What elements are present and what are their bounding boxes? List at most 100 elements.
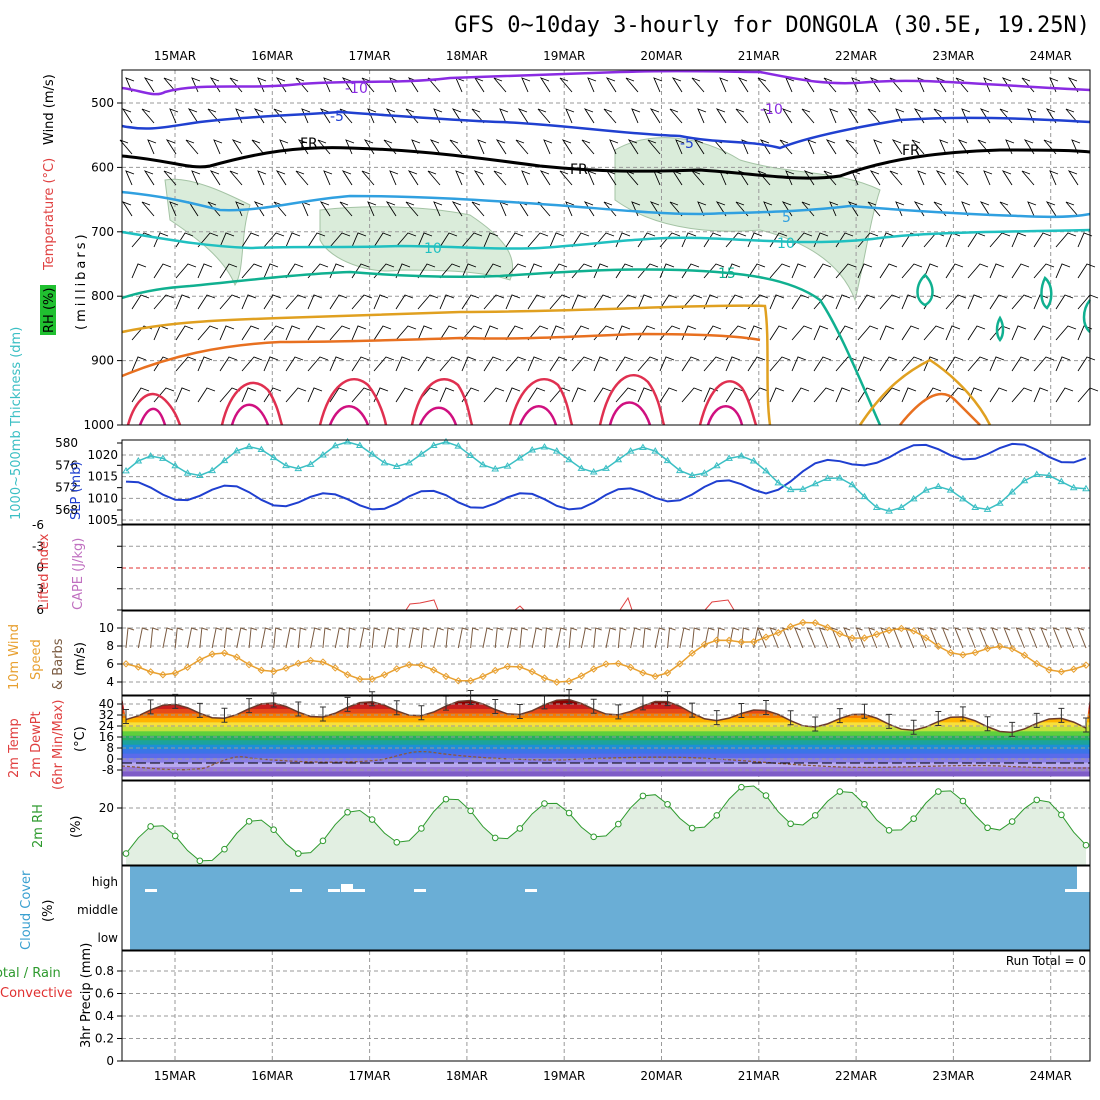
thickness-axis-label: 1000~500mb Thickness (dm) (9, 327, 24, 520)
thickness-marker (663, 456, 672, 464)
surface-wind-barb (334, 627, 346, 649)
wind-barb (653, 77, 663, 93)
surface-wind-barb (728, 627, 740, 649)
thickness-marker (749, 456, 758, 464)
wind-label-c: & Barbs (51, 638, 66, 690)
wind-barb (515, 139, 529, 155)
surface-wind-barb (818, 627, 829, 649)
temp-frame (121, 695, 1091, 781)
rh2m-marker (467, 807, 474, 815)
wind-barb (697, 108, 707, 124)
wind-barb (473, 77, 485, 93)
wind-speed-marker (479, 672, 487, 681)
thickness-marker (946, 486, 955, 493)
wind-barb (693, 139, 705, 155)
rh-label: RH (%) (42, 288, 57, 333)
wind-barb (659, 263, 675, 279)
thickness-marker (651, 447, 660, 454)
wind-speed-marker (909, 627, 918, 635)
thickness-marker (786, 485, 795, 493)
wind-barb (747, 387, 769, 403)
bottom-date-label: 19MAR (543, 1069, 585, 1083)
surface-wind-barb (457, 627, 469, 649)
wind-barb (631, 108, 641, 124)
wind-barb (483, 356, 502, 372)
surface-wind-barb (1003, 627, 1013, 649)
wind-barb (175, 387, 191, 403)
wind-barb (1021, 77, 1035, 93)
wind-label-b: Speed (29, 639, 44, 680)
rh2m-marker (122, 850, 130, 857)
contour-label-minus10-b: -10 (760, 102, 783, 118)
temperature-label: Temperature (°C) (42, 158, 57, 271)
thickness-marker (479, 460, 487, 468)
wind-barb (615, 263, 634, 279)
thickness-marker (774, 478, 783, 486)
dewpoint-line (121, 750, 1091, 771)
wind-barb (209, 170, 221, 186)
wind-barb (351, 232, 367, 248)
wind-barb (559, 170, 573, 186)
rh2m-marker (811, 812, 819, 819)
wind-speed-marker (368, 675, 376, 683)
wind-barb (675, 139, 685, 155)
wind-speed-marker (774, 629, 783, 637)
wind-barb (307, 232, 326, 248)
thickness-marker (220, 456, 229, 464)
wind-speed-marker (663, 669, 672, 677)
rh2m-marker (245, 818, 253, 825)
surface-wind-barb (347, 627, 356, 649)
wind-barb (961, 201, 971, 217)
rh2m-marker (221, 845, 228, 853)
wind-barb (493, 77, 507, 93)
top-date-label: 19MAR (543, 49, 585, 63)
bottom-date-label: 20MAR (640, 1069, 682, 1083)
wind-speed-marker (306, 656, 315, 665)
wind-barb (1027, 201, 1037, 217)
wind-barb (801, 108, 815, 124)
wind-speed-marker (946, 649, 955, 657)
surface-wind-barb (199, 627, 209, 649)
temp-grid (122, 689, 1090, 771)
wind-barb (945, 356, 964, 372)
wind-barb (901, 325, 920, 341)
wind-barb (703, 356, 725, 372)
wind-barb (561, 139, 573, 155)
wind-barb (329, 294, 348, 310)
wind-speed-marker (257, 666, 266, 674)
wind-barb (681, 294, 703, 310)
wind-barb (295, 77, 309, 93)
wind-barb (439, 325, 458, 341)
cloud-panel: high middle low Cloud Cover (%) (19, 865, 1091, 951)
temp-line (125, 698, 1087, 734)
wind-barb (791, 294, 810, 310)
wind-barb (813, 294, 835, 310)
rh2m-marker (319, 837, 327, 845)
wind-tick-label: 6 (106, 657, 114, 671)
wind-barb (869, 77, 881, 93)
contour-15-loops (916, 273, 1092, 343)
wind-barb (791, 356, 807, 372)
pressure-tick-label: 700 (91, 225, 114, 239)
li-line (405, 596, 735, 611)
surface-wind-barb (794, 627, 804, 649)
wind-barb (901, 387, 917, 403)
wind-barb (593, 387, 612, 403)
wind-barb (989, 387, 1008, 403)
cloud-gap (341, 884, 353, 892)
thickness-marker (257, 445, 266, 453)
thickness-marker (491, 465, 500, 472)
wind-barb (703, 232, 722, 248)
wind-barb (253, 201, 265, 217)
wind-barb (571, 356, 593, 372)
wind-barb (923, 325, 945, 341)
wind-barb (385, 201, 397, 217)
wind-barb (141, 201, 155, 217)
wind-barb (961, 108, 971, 124)
minmax-bar (689, 702, 696, 718)
wind-speed-marker (245, 660, 253, 669)
surface-wind-barb (691, 627, 701, 649)
surface-wind-barb (531, 627, 543, 649)
wind-barb (901, 263, 923, 279)
